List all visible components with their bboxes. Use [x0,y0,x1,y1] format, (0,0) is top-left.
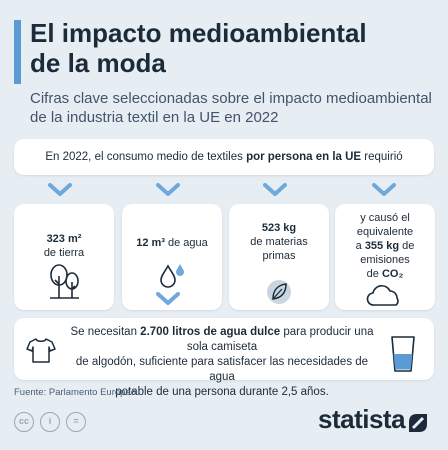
stat-label: primas [262,250,296,262]
tshirt-water-text: Se necesitan 2.700 litros de agua dulce … [62,325,382,400]
stat-text: de [399,240,415,252]
text: Se necesitan [70,326,141,338]
title-line-2: de la moda [30,48,166,78]
stat-text: de [366,268,382,280]
chevron-down-icon [372,183,396,196]
stat-text: y causó el [360,212,410,224]
no-derivatives-icon[interactable]: = [66,412,86,432]
cloud-icon [366,285,399,306]
t-shirt-icon [26,338,56,363]
intro-text: En 2022, el consumo medio de textiles [45,151,247,163]
text: potable de una persona durante 2,5 años. [115,386,329,398]
stat-label: de agua [164,237,208,249]
stat-card-raw-materials: 523 kg de materias primas [229,204,329,310]
text: para producir una sola camiseta [186,326,374,353]
water-glass-icon [391,336,415,372]
chevron-down-icon [156,183,180,196]
tshirt-water-card: Se necesitan 2.700 litros de agua dulce … [14,318,434,398]
stat-text: emisiones [360,254,410,266]
subtitle-line-1: Cifras clave seleccionadas sobre el impa… [30,90,432,107]
attribution-icon[interactable]: i [40,412,60,432]
leaf-icon [267,280,291,304]
intro-text-bold: por persona en la UE [246,151,362,163]
subtitle-line-2: de la industria textil en la UE en 2022 [30,109,279,126]
stat-value: 355 kg [364,240,400,252]
source-note: Fuente: Parlamento Europeo [14,387,136,398]
stat-card-water: 12 m³ de agua [122,204,222,310]
title-accent-bar [14,20,21,84]
stat-value: CO₂ [381,268,404,280]
stat-value: 523 kg [261,222,297,234]
tree-icon [50,264,79,299]
statista-logo[interactable]: statista [318,404,406,434]
stat-label: de tierra [43,247,85,259]
text: de algodón, suficiente para satisfacer l… [75,356,369,383]
creative-commons-icon[interactable]: cc [14,412,34,432]
stat-text: a [355,240,365,252]
stat-label: de materias [250,236,308,248]
intro-text-end: requirió [361,151,403,163]
chevron-down-icon [48,183,72,196]
stat-card-land: 323 m² de tierra [14,204,114,310]
statista-logo-mark-icon [409,414,427,432]
page-subtitle: Cifras clave seleccionadas sobre el impa… [30,89,440,127]
title-line-1: El impacto medioambiental [30,18,367,48]
water-drop-icon [160,264,184,288]
intro-card: En 2022, el consumo medio de textiles po… [14,139,434,175]
chevron-down-icon [156,292,180,305]
stat-value: 12 m³ [136,237,165,249]
chevron-down-icon [263,183,287,196]
text-bold: 2.700 litros de agua dulce [140,326,281,338]
stat-value: 323 m² [46,233,82,245]
page-title: El impacto medioambiental de la moda [30,18,440,78]
stat-card-emissions: y causó el equivalente a 355 kg de emisi… [335,204,435,310]
stat-text: equivalente [356,226,414,238]
